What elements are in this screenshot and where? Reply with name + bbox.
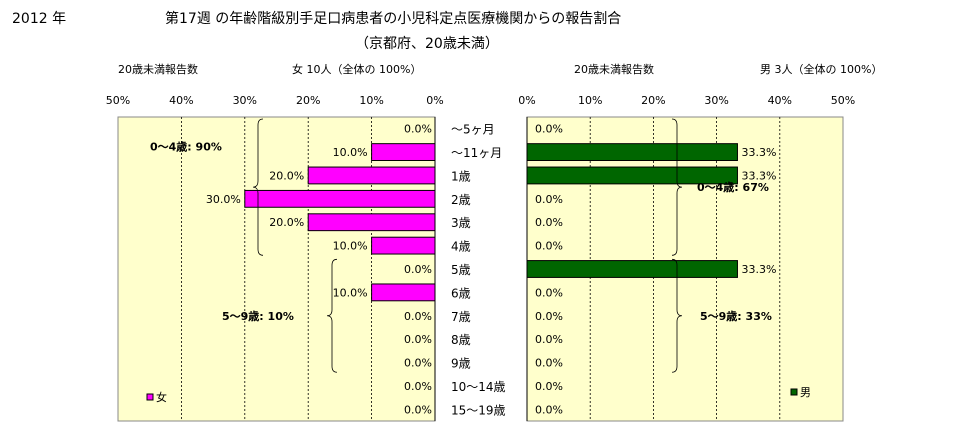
male-x-tick-label: 50%: [831, 94, 855, 107]
female-value-label: 0.0%: [404, 403, 432, 416]
female-bar: [371, 283, 436, 302]
female-value-label: 20.0%: [269, 169, 304, 182]
age-category-label: ～11ヶ月: [451, 146, 502, 160]
male-value-label: 0.0%: [535, 333, 563, 346]
male-x-tick-label: 20%: [641, 94, 665, 107]
male-value-label: 0.0%: [535, 193, 563, 206]
female-x-tick-label: 50%: [106, 94, 130, 107]
chart-title: 第17週 の年齢階級別手足口病患者の小児科定点医療機関からの報告割合: [165, 11, 622, 27]
female-x-tick-label: 20%: [296, 94, 320, 107]
male-x-tick-label: 40%: [768, 94, 792, 107]
male-x-tick-label: 0%: [518, 94, 535, 107]
male-value-label: 33.3%: [741, 263, 776, 276]
male-value-label: 33.3%: [741, 169, 776, 182]
age-category-label: 9歳: [451, 357, 471, 371]
male-value-label: 0.0%: [535, 357, 563, 370]
age-category-label: 4歳: [451, 240, 471, 254]
female-bar: [371, 143, 436, 161]
female-value-label: 0.0%: [404, 333, 432, 346]
female-bar: [307, 213, 436, 232]
age-category-label: 8歳: [451, 333, 471, 347]
age-category-label: 2歳: [451, 193, 471, 207]
male-brace-0-4: [671, 118, 683, 256]
female-value-label: 0.0%: [404, 380, 432, 393]
female-value-label: 0.0%: [404, 123, 432, 136]
female-annotation-0-4: 0～4歳: 90%: [150, 140, 222, 154]
female-x-tick-label: 30%: [233, 94, 257, 107]
male-total-value: 男 3人（全体の 100%）: [760, 63, 883, 76]
male-value-label: 0.0%: [535, 403, 563, 416]
female-x-tick-label: 0%: [426, 94, 443, 107]
male-legend-label: 男: [800, 386, 811, 399]
female-annotation-5-9: 5～9歳: 10%: [222, 309, 294, 323]
report-year: 2012 年: [12, 11, 67, 27]
female-total-label: 20歳未満報告数: [118, 63, 198, 76]
male-annotation-5-9: 5～9歳: 33%: [700, 309, 772, 323]
male-bar: [526, 166, 738, 185]
female-total-value: 女 10人（全体の 100%）: [292, 63, 422, 76]
male-value-label: 0.0%: [535, 123, 563, 136]
female-x-tick-label: 40%: [169, 94, 193, 107]
female-bar: [307, 166, 436, 185]
male-value-label: 0.0%: [535, 286, 563, 299]
male-x-tick-label: 30%: [704, 94, 728, 107]
male-legend-swatch: [790, 388, 798, 396]
female-value-label: 20.0%: [269, 216, 304, 229]
female-value-label: 10.0%: [333, 240, 368, 253]
male-x-tick-label: 10%: [578, 94, 602, 107]
female-plot-area: [117, 116, 436, 422]
female-bar: [244, 189, 436, 208]
male-bar: [526, 260, 738, 278]
age-category-label: 1歳: [451, 169, 471, 183]
male-annotation-0-4: 0～4歳: 67%: [697, 180, 769, 194]
female-value-label: 0.0%: [404, 310, 432, 323]
female-brace-0-4: [252, 118, 264, 256]
male-brace-5-9: [671, 258, 683, 373]
chart-subtitle: （京都府、20歳未満）: [355, 36, 499, 52]
male-value-label: 33.3%: [741, 146, 776, 159]
age-category-label: 5歳: [451, 263, 471, 277]
female-x-tick-label: 10%: [359, 94, 383, 107]
male-bar: [526, 143, 738, 161]
male-value-label: 0.0%: [535, 380, 563, 393]
female-bar: [371, 236, 436, 255]
female-value-label: 0.0%: [404, 263, 432, 276]
male-value-label: 0.0%: [535, 240, 563, 253]
female-legend-label: 女: [156, 390, 167, 404]
female-brace-5-9: [326, 258, 338, 373]
female-value-label: 0.0%: [404, 357, 432, 370]
male-value-label: 0.0%: [535, 216, 563, 229]
female-value-label: 30.0%: [206, 193, 241, 206]
female-value-label: 10.0%: [333, 146, 368, 159]
male-value-label: 0.0%: [535, 310, 563, 323]
male-total-label: 20歳未満報告数: [574, 63, 654, 76]
age-category-label: 10～14歳: [451, 380, 506, 394]
age-category-label: 15～19歳: [451, 403, 506, 417]
female-value-label: 10.0%: [333, 286, 368, 299]
age-category-label: 6歳: [451, 286, 471, 300]
age-category-label: ～5ヶ月: [451, 123, 495, 137]
age-category-label: 3歳: [451, 216, 471, 230]
age-category-label: 7歳: [451, 310, 471, 324]
female-legend-swatch: [146, 393, 154, 401]
